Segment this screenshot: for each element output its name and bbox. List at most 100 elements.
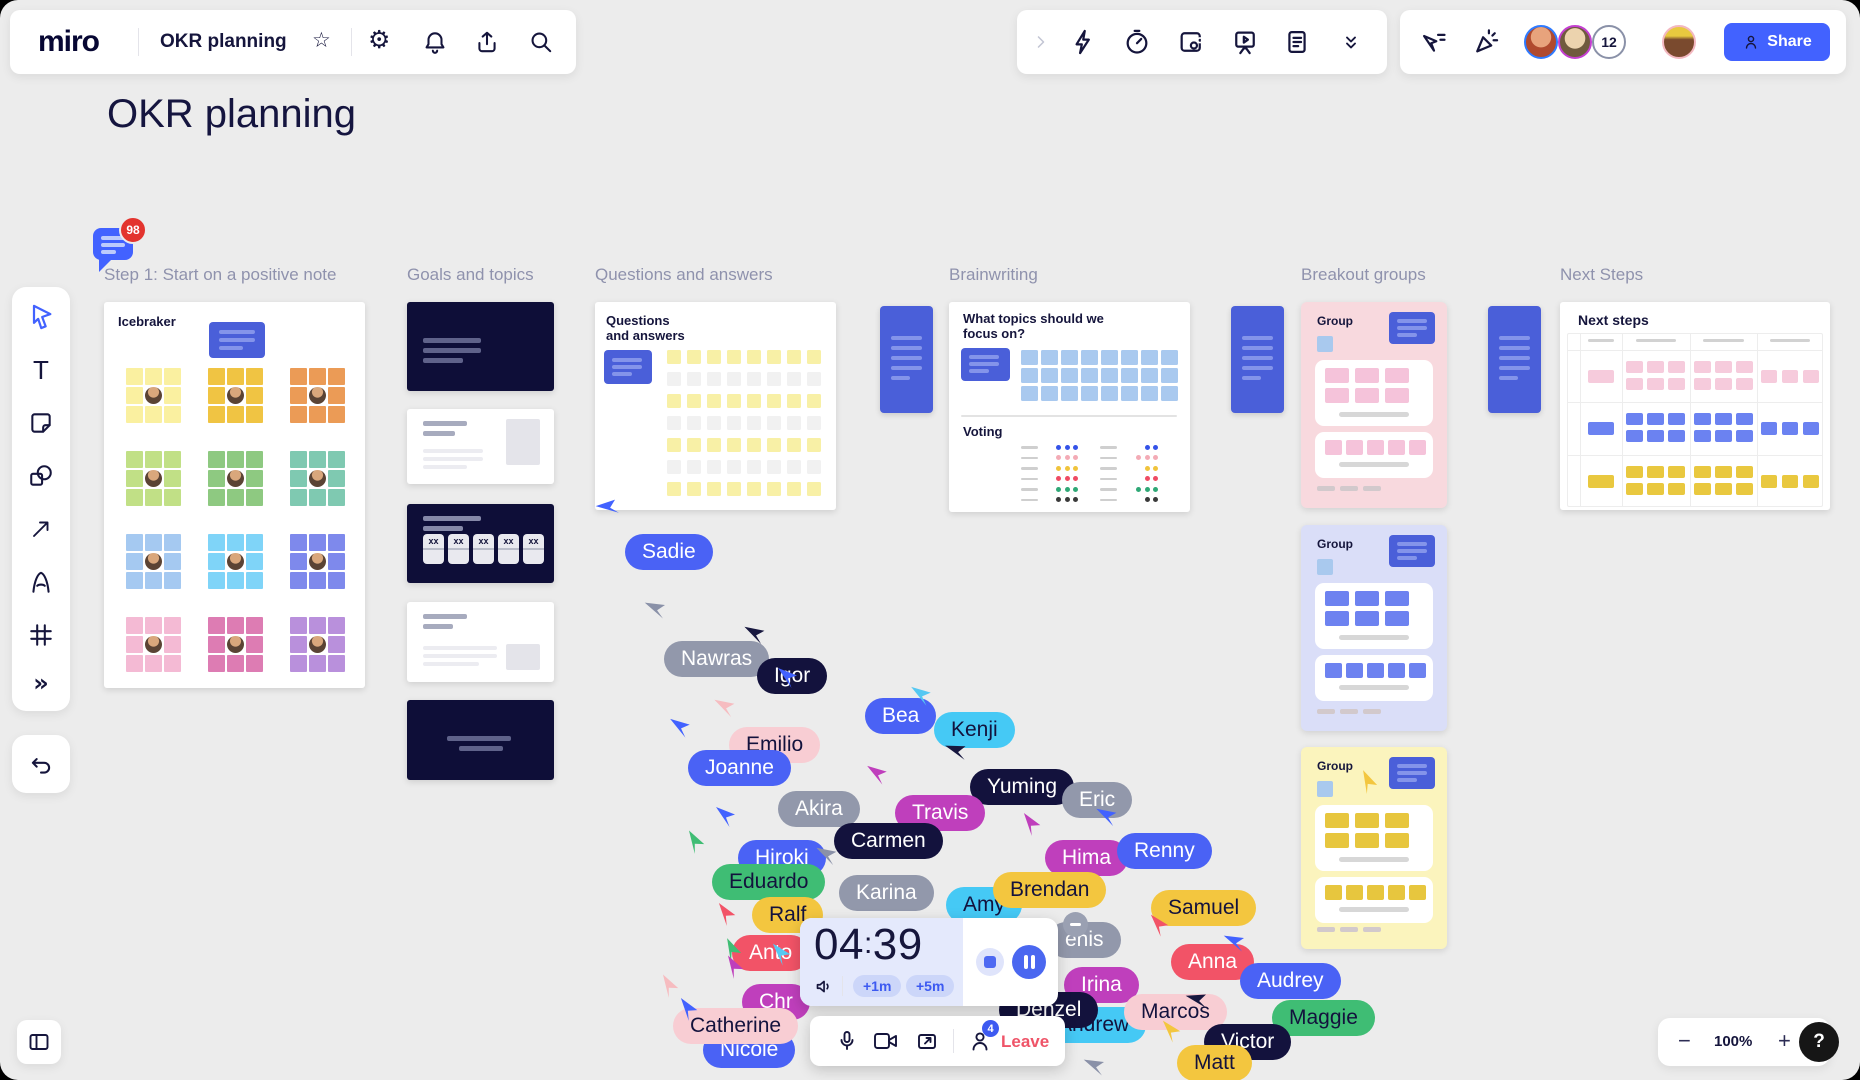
sticky-note[interactable] xyxy=(1761,370,1777,383)
sticky-note[interactable] xyxy=(145,489,162,506)
sticky-note[interactable] xyxy=(126,655,143,672)
icebreaker-sticky-group[interactable] xyxy=(126,451,181,506)
sticky-note[interactable] xyxy=(1385,591,1409,606)
frame-label-goals[interactable]: Goals and topics xyxy=(407,265,534,284)
sticky-note[interactable] xyxy=(1041,368,1058,383)
estimation-chip[interactable]: xx xyxy=(523,534,544,564)
sticky-note[interactable] xyxy=(1081,386,1098,401)
sticky-note[interactable] xyxy=(807,416,821,430)
sticky-note[interactable] xyxy=(1715,361,1732,373)
zoom-level[interactable]: 100% xyxy=(1714,1033,1753,1050)
sticky-note[interactable] xyxy=(1346,440,1363,455)
camera-icon[interactable] xyxy=(873,1031,899,1053)
sticky-note[interactable] xyxy=(1388,885,1405,900)
sticky-note[interactable] xyxy=(126,406,143,423)
icebreaker-sticky-group[interactable] xyxy=(208,451,263,506)
sticky-note[interactable] xyxy=(309,572,326,589)
sticky-note[interactable] xyxy=(1668,361,1685,373)
mini-sticky[interactable] xyxy=(1317,336,1333,352)
sticky-note[interactable] xyxy=(126,636,143,653)
sticky-note[interactable] xyxy=(309,368,326,385)
sticky-note[interactable] xyxy=(246,489,263,506)
sticky-note[interactable] xyxy=(1385,388,1409,403)
group-subcard[interactable] xyxy=(1315,432,1433,478)
notes-icon[interactable] xyxy=(1283,28,1311,56)
sticky-note[interactable] xyxy=(126,470,143,487)
leave-call-button[interactable]: Leave xyxy=(1001,1032,1050,1051)
sticky-note[interactable] xyxy=(1588,475,1614,488)
sticky-note[interactable] xyxy=(1803,475,1819,488)
sticky-note[interactable] xyxy=(208,534,225,551)
mini-sticky[interactable] xyxy=(1317,559,1333,575)
sticky-note[interactable] xyxy=(1367,440,1384,455)
sticky-note[interactable] xyxy=(787,438,801,452)
sticky-note[interactable] xyxy=(1325,813,1349,828)
sticky-note[interactable] xyxy=(1021,368,1038,383)
share-button[interactable]: Share xyxy=(1724,23,1830,61)
sticky-note-tool[interactable] xyxy=(12,401,70,445)
sticky-note[interactable] xyxy=(1388,663,1405,678)
sticky-note[interactable] xyxy=(1355,833,1379,848)
instruction-sticky[interactable] xyxy=(1488,306,1541,413)
presentation-icon[interactable] xyxy=(1231,28,1259,56)
sticky-note[interactable] xyxy=(145,406,162,423)
timer-sound-icon[interactable] xyxy=(814,976,835,997)
sticky-note[interactable] xyxy=(328,470,345,487)
sticky-note[interactable] xyxy=(1647,430,1664,442)
icebreaker-sticky-group[interactable] xyxy=(126,534,181,589)
sticky-note[interactable] xyxy=(707,460,721,474)
screen-share-icon[interactable] xyxy=(915,1030,939,1054)
sticky-note[interactable] xyxy=(747,372,761,386)
sticky-note[interactable] xyxy=(145,451,162,468)
instruction-sticky[interactable] xyxy=(209,322,265,358)
quick-actions-bolt-icon[interactable] xyxy=(1069,28,1097,56)
sticky-note[interactable] xyxy=(290,368,307,385)
timer-add-1m-button[interactable]: +1m xyxy=(853,975,902,997)
sticky-note[interactable] xyxy=(1121,386,1138,401)
sticky-note[interactable] xyxy=(1782,370,1798,383)
sticky-note[interactable] xyxy=(1736,483,1753,495)
follow-cursor-icon[interactable] xyxy=(1420,29,1448,57)
sticky-note[interactable] xyxy=(208,451,225,468)
sticky-note[interactable] xyxy=(227,572,244,589)
sticky-note[interactable] xyxy=(727,438,741,452)
sticky-note[interactable] xyxy=(290,387,307,404)
sticky-note[interactable] xyxy=(1355,611,1379,626)
sticky-note[interactable] xyxy=(787,394,801,408)
instruction-sticky[interactable] xyxy=(1231,306,1284,413)
sticky-note[interactable] xyxy=(1101,386,1118,401)
icebreaker-sticky-group[interactable] xyxy=(290,451,345,506)
text-tool[interactable]: T xyxy=(33,354,49,385)
frame-label-breakout[interactable]: Breakout groups xyxy=(1301,265,1426,284)
sticky-note[interactable] xyxy=(126,451,143,468)
sticky-note[interactable] xyxy=(707,372,721,386)
microphone-icon[interactable] xyxy=(835,1029,859,1053)
timer-widget[interactable]: 04:39 +1m +5m xyxy=(800,918,1058,1006)
sticky-note[interactable] xyxy=(208,553,225,570)
sticky-note[interactable] xyxy=(1355,813,1379,828)
sticky-note[interactable] xyxy=(1694,430,1711,442)
timer-stop-button[interactable] xyxy=(976,948,1004,976)
sticky-note[interactable] xyxy=(328,489,345,506)
sticky-note[interactable] xyxy=(807,482,821,496)
sticky-note[interactable] xyxy=(1325,591,1349,606)
sticky-note[interactable] xyxy=(145,534,162,551)
sticky-note[interactable] xyxy=(767,460,781,474)
sticky-note[interactable] xyxy=(1736,413,1753,425)
sticky-note[interactable] xyxy=(807,350,821,364)
icebreaker-sticky-group[interactable] xyxy=(290,368,345,423)
sticky-note[interactable] xyxy=(1385,813,1409,828)
sticky-note[interactable] xyxy=(246,451,263,468)
instruction-sticky[interactable] xyxy=(1389,757,1435,789)
sticky-note[interactable] xyxy=(208,636,225,653)
call-control-bar[interactable]: 4 Leave xyxy=(810,1016,1065,1066)
icebreaker-sticky-group[interactable] xyxy=(208,617,263,672)
sticky-note[interactable] xyxy=(246,534,263,551)
sticky-note[interactable] xyxy=(787,482,801,496)
sticky-note[interactable] xyxy=(687,438,701,452)
sticky-note[interactable] xyxy=(687,460,701,474)
sticky-note[interactable] xyxy=(1668,430,1685,442)
sticky-note[interactable] xyxy=(1325,663,1342,678)
sticky-note[interactable] xyxy=(1325,611,1349,626)
sticky-note[interactable] xyxy=(807,372,821,386)
